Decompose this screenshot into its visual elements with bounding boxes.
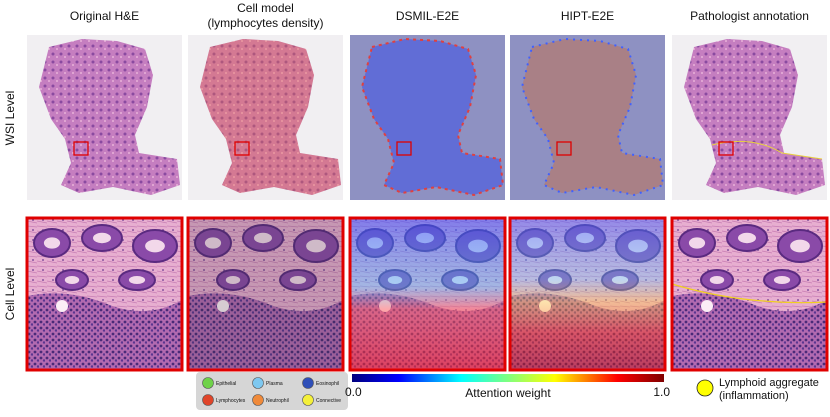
column-title: Original H&E [70, 9, 139, 23]
annotation-line [671, 283, 828, 304]
annotation-sublabel: (inflammation) [719, 390, 789, 402]
lymphoid-region [672, 293, 827, 370]
lymphoid-region [188, 293, 343, 370]
wsi-panel [510, 35, 665, 200]
row-label: WSI Level [3, 91, 17, 146]
cell-panel [186, 216, 345, 372]
cell-legend-label: Connective [316, 398, 341, 404]
crypt-lumen [204, 237, 222, 249]
annotation-outline [711, 140, 823, 160]
fat-cell [217, 300, 229, 312]
attention-overlay [350, 218, 505, 370]
cell-legend-label: Epithelial [216, 381, 236, 387]
column-title: DSMIL-E2E [396, 9, 459, 23]
cell-legend-label: Plasma [266, 381, 283, 387]
density-overlay [200, 39, 341, 195]
cell-panel-border [508, 216, 667, 372]
column-title: HIPT-E2E [561, 9, 614, 23]
cell-legend-label: Lymphocytes [216, 398, 246, 404]
tissue [39, 39, 180, 195]
lymphoid-region [27, 293, 182, 370]
crypt-lumen [738, 232, 756, 244]
cell-panel-border [25, 216, 184, 372]
column-title: Pathologist annotation [690, 9, 809, 23]
cell-legend-swatch [202, 377, 214, 389]
cell-panel [670, 216, 829, 372]
cell-legend-swatch [252, 377, 264, 389]
crypt-lumen [709, 276, 725, 284]
wsi-panel [350, 35, 505, 200]
fat-cell [56, 300, 68, 312]
attention-overlay [360, 37, 505, 197]
attention-overlay [520, 37, 665, 197]
crypt-lumen [773, 276, 791, 284]
colorbar-max: 1.0 [653, 385, 670, 399]
crypt-lumen [306, 239, 326, 253]
crypt-lumen [145, 239, 165, 253]
cell-panel-border [670, 216, 829, 372]
colorbar-title: Attention weight [465, 386, 551, 400]
roi-box [396, 141, 412, 156]
tissue [200, 39, 341, 195]
cell-legend-box [196, 372, 348, 410]
crypt-lumen [64, 276, 80, 284]
cell-panel [508, 216, 667, 372]
cell-legend: Epithelial Plasma Eosinophil Lymphocytes Neu… [196, 372, 348, 410]
colorbar-min: 0.0 [345, 385, 362, 399]
wsi-panel [672, 35, 827, 200]
colorbar [352, 374, 664, 382]
crypt-lumen [289, 276, 307, 284]
crypt-lumen [688, 237, 706, 249]
crypt-lumen [254, 232, 272, 244]
column-subtitle: (lymphocytes density) [207, 16, 323, 30]
wsi-panel [188, 35, 343, 200]
attention-overlay [510, 218, 665, 370]
roi-box [556, 141, 572, 156]
annotation-swatch [696, 379, 714, 397]
cell-legend-swatch [202, 394, 214, 406]
crypt-lumen [225, 276, 241, 284]
tissue [684, 39, 825, 195]
wsi-panel [27, 35, 182, 200]
cell-panel [348, 216, 507, 372]
roi-box [234, 141, 250, 156]
fat-cell [701, 300, 713, 312]
roi-box [73, 141, 89, 156]
cell-legend-swatch [252, 394, 264, 406]
cell-legend-swatch [302, 394, 314, 406]
cell-panel [25, 216, 184, 372]
cell-panel-border [348, 216, 507, 372]
cell-panel-border [186, 216, 345, 372]
cell-legend-label: Neutrophil [266, 398, 289, 404]
crypt-lumen [43, 237, 61, 249]
crypt-lumen [128, 276, 146, 284]
roi-box [718, 141, 734, 156]
column-title: Cell model [237, 1, 294, 15]
density-overlay [188, 218, 343, 370]
crypt-lumen [790, 239, 810, 253]
annotation-label: Lymphoid aggregate [719, 377, 819, 389]
cell-legend-label: Eosinophil [316, 381, 339, 387]
row-label: Cell Level [3, 268, 17, 321]
cell-legend-swatch [302, 377, 314, 389]
crypt-lumen [93, 232, 111, 244]
